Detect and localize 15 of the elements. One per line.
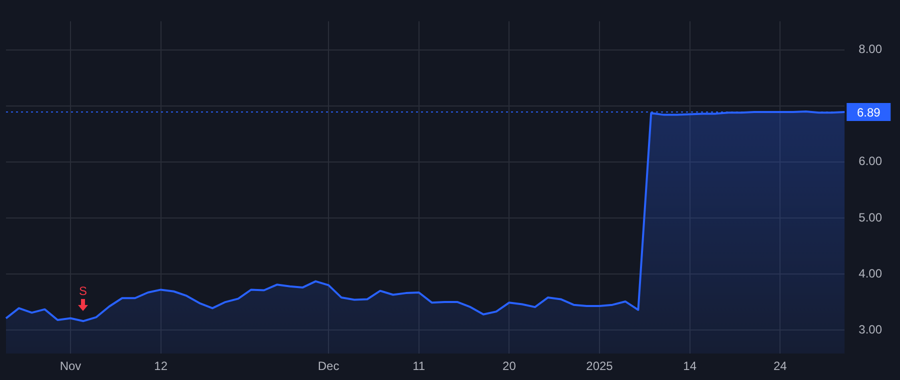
x-tick-label: 2025: [586, 359, 614, 374]
x-tick-label: 11: [412, 359, 426, 374]
x-tick-label: 12: [154, 359, 168, 374]
y-tick-label: 6.00: [858, 154, 882, 168]
x-tick-label: 24: [773, 359, 788, 374]
y-tick-label: 8.00: [858, 42, 882, 56]
x-tick-label: Dec: [318, 359, 340, 374]
x-tick-label: Nov: [60, 359, 82, 374]
annotation: S: [78, 284, 88, 298]
y-tick-label: 5.00: [858, 210, 882, 224]
y-tick-label: 4.00: [858, 266, 882, 280]
ref-line-label: 6.89: [856, 105, 881, 120]
x-tick-label: 20: [502, 359, 516, 374]
x-tick-label: 14: [683, 359, 697, 374]
y-tick-label: 3.00: [858, 322, 882, 336]
